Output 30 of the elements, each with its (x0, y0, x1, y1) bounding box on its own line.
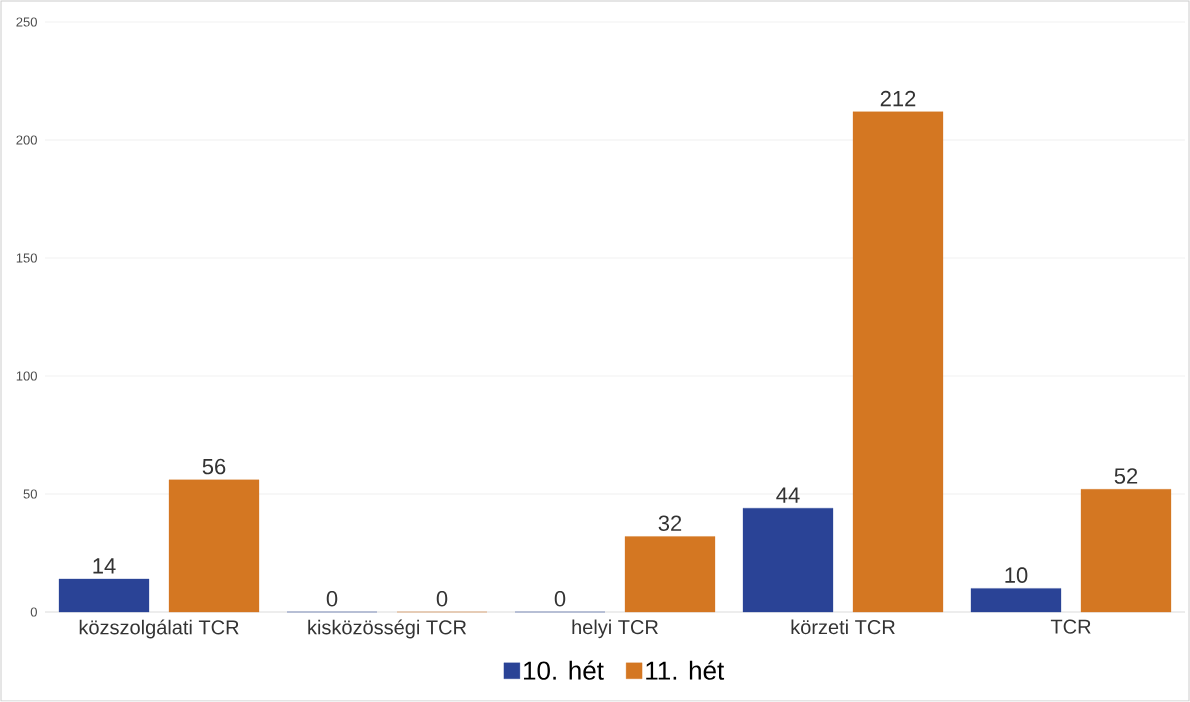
y-tick-label: 200 (16, 135, 37, 145)
data-label: 0 (326, 590, 338, 607)
x-tick-label: közszolgálati TCR (79, 619, 239, 639)
y-tick-label: 150 (16, 253, 37, 263)
legend-label: 10. hét (524, 660, 604, 680)
x-tick-label: kisközösségi TCR (308, 619, 467, 639)
x-tick-label: helyi TCR (572, 619, 658, 639)
bar (1080, 489, 1172, 613)
legend-label: 11. hét (646, 660, 725, 680)
y-tick-label: 250 (16, 17, 37, 27)
data-label: 212 (880, 90, 916, 107)
y-tick-label: 100 (16, 371, 37, 381)
data-label: 56 (202, 458, 226, 475)
bar (168, 479, 260, 613)
data-label: 10 (1005, 567, 1028, 583)
bar (970, 588, 1062, 613)
bar (742, 508, 834, 613)
data-label: 0 (436, 590, 448, 607)
x-tick-label: TCR (1050, 619, 1091, 634)
data-label: 14 (93, 558, 116, 574)
bar (852, 111, 944, 613)
y-tick-label: 0 (30, 607, 37, 617)
data-label: 32 (658, 515, 682, 531)
bar (58, 578, 150, 613)
data-label: 52 (1114, 468, 1138, 484)
bar (624, 536, 716, 613)
y-tick-label: 50 (23, 489, 37, 499)
x-tick-label: körzeti TCR (791, 619, 895, 635)
data-label: 44 (776, 487, 800, 503)
data-label: 0 (554, 590, 566, 607)
